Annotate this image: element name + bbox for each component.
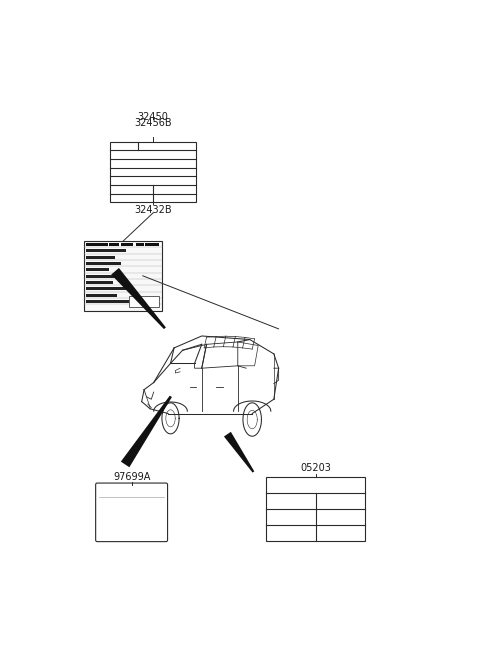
Bar <box>86 281 113 284</box>
Bar <box>109 243 119 246</box>
Text: 32450: 32450 <box>138 111 168 122</box>
Bar <box>86 262 121 265</box>
Text: 32456B: 32456B <box>134 118 172 128</box>
Polygon shape <box>224 432 254 472</box>
Bar <box>86 274 123 278</box>
Bar <box>266 477 365 541</box>
Bar <box>136 243 144 246</box>
Bar <box>86 287 134 290</box>
Text: 32432B: 32432B <box>134 205 172 215</box>
Polygon shape <box>111 268 166 329</box>
Bar <box>84 241 162 310</box>
Bar <box>86 300 129 303</box>
Bar <box>130 296 159 307</box>
Bar <box>110 141 196 202</box>
Text: 05203: 05203 <box>300 464 331 474</box>
Bar <box>86 249 126 252</box>
Bar <box>86 293 117 297</box>
Polygon shape <box>121 396 172 467</box>
Bar <box>145 243 159 246</box>
FancyBboxPatch shape <box>96 483 168 542</box>
Bar <box>86 243 108 246</box>
Bar <box>86 255 115 259</box>
Text: 97699A: 97699A <box>113 472 150 481</box>
Bar <box>86 268 109 271</box>
Bar <box>121 243 133 246</box>
